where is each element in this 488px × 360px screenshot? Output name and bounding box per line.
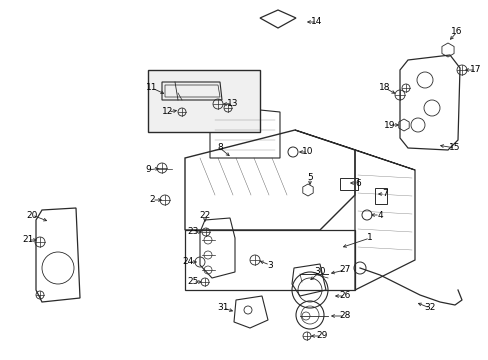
Text: 9: 9 — [145, 166, 151, 175]
Bar — [374, 188, 386, 204]
Text: 11: 11 — [146, 84, 158, 93]
Text: 8: 8 — [217, 144, 223, 153]
Text: 21: 21 — [22, 235, 34, 244]
Text: 1: 1 — [366, 234, 372, 243]
Text: 10: 10 — [302, 148, 313, 157]
Text: 7: 7 — [381, 189, 387, 198]
Text: 24: 24 — [182, 257, 193, 266]
Text: 22: 22 — [199, 211, 210, 220]
Text: 13: 13 — [227, 99, 238, 108]
Text: 28: 28 — [339, 311, 350, 320]
Bar — [148, 70, 260, 132]
Text: 25: 25 — [187, 278, 198, 287]
Text: 14: 14 — [311, 18, 322, 27]
Text: 16: 16 — [450, 27, 462, 36]
Text: 4: 4 — [376, 211, 382, 220]
Text: 23: 23 — [187, 228, 198, 237]
Text: 2: 2 — [149, 195, 155, 204]
Text: 5: 5 — [306, 174, 312, 183]
Text: 18: 18 — [379, 84, 390, 93]
Text: 15: 15 — [448, 144, 460, 153]
Text: 17: 17 — [469, 66, 481, 75]
Text: 32: 32 — [424, 303, 435, 312]
Text: 29: 29 — [316, 332, 327, 341]
Text: 26: 26 — [339, 292, 350, 301]
Text: 12: 12 — [162, 108, 173, 117]
Text: 30: 30 — [314, 267, 325, 276]
Text: 27: 27 — [339, 266, 350, 274]
Text: 19: 19 — [384, 121, 395, 130]
Text: 6: 6 — [354, 179, 360, 188]
Text: 3: 3 — [266, 261, 272, 270]
Text: 20: 20 — [26, 211, 38, 220]
Bar — [339, 178, 357, 190]
Text: 31: 31 — [217, 303, 228, 312]
